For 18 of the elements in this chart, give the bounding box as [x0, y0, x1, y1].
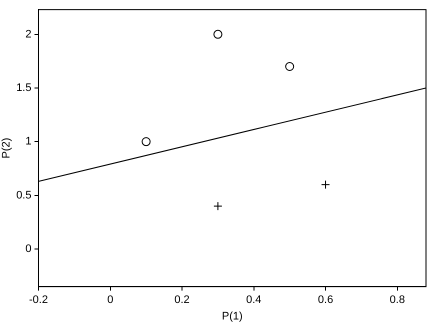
- y-tick-label: 1: [25, 136, 32, 148]
- point: [213, 30, 222, 39]
- x-tick-label: 0.6: [318, 294, 334, 306]
- y-tick-label: 0.5: [16, 189, 32, 202]
- point: [213, 202, 222, 211]
- x-tick-label: 0.2: [174, 294, 190, 306]
- y-axis-title: P(2): [0, 138, 13, 158]
- y-tick-label: 2: [25, 28, 32, 40]
- point: [285, 62, 294, 72]
- point: [142, 137, 151, 146]
- x-axis-title: P(1): [222, 310, 243, 322]
- y-tick-label: 0: [25, 243, 32, 256]
- x-tick-label: -0.2: [29, 294, 48, 306]
- y-tick-label: 1.5: [16, 82, 32, 94]
- x-tick-label: 0.4: [246, 294, 262, 306]
- point: [321, 180, 330, 190]
- x-tick-label: 0: [107, 294, 114, 306]
- x-tick-label: 0.8: [390, 294, 405, 306]
